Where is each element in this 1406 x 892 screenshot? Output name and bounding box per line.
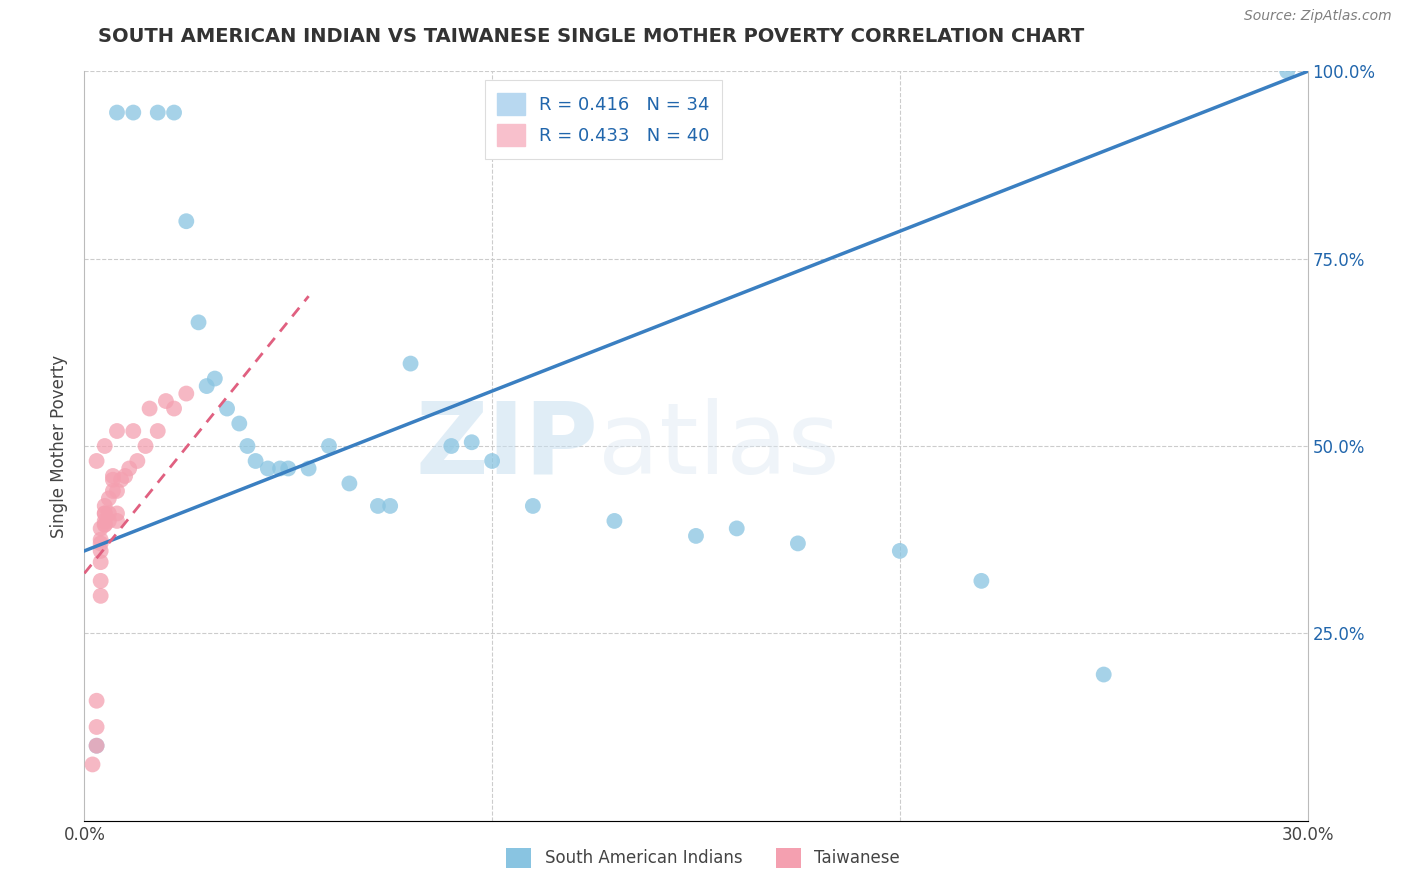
Point <box>367 499 389 513</box>
Point <box>787 536 810 550</box>
Point <box>187 315 209 329</box>
Point <box>86 454 108 468</box>
Point <box>105 424 128 438</box>
Point <box>90 589 112 603</box>
Point <box>725 521 748 535</box>
Point <box>970 574 993 588</box>
Point <box>114 469 136 483</box>
Legend: R = 0.416   N = 34, R = 0.433   N = 40: R = 0.416 N = 34, R = 0.433 N = 40 <box>485 80 723 159</box>
Point <box>195 379 218 393</box>
Point <box>90 533 112 547</box>
Point <box>174 214 197 228</box>
Point <box>339 476 361 491</box>
Point <box>97 491 120 506</box>
Text: atlas: atlas <box>598 398 839 494</box>
Point <box>86 739 108 753</box>
Point <box>685 529 707 543</box>
Point <box>90 544 112 558</box>
Point <box>93 507 115 521</box>
Point <box>155 394 177 409</box>
Text: ZIP: ZIP <box>415 398 598 494</box>
Point <box>86 739 108 753</box>
Point <box>146 105 169 120</box>
Point <box>90 574 112 588</box>
Point <box>90 521 112 535</box>
Point <box>269 461 291 475</box>
Legend: South American Indians, Taiwanese: South American Indians, Taiwanese <box>499 841 907 875</box>
Point <box>318 439 340 453</box>
Point <box>90 536 112 550</box>
Point <box>481 454 503 468</box>
Point <box>82 757 104 772</box>
Point <box>522 499 544 513</box>
Point <box>122 105 145 120</box>
Point <box>127 454 149 468</box>
Point <box>93 507 115 521</box>
Point <box>135 439 157 453</box>
Point <box>105 483 128 498</box>
Point <box>380 499 402 513</box>
Point <box>228 417 250 431</box>
Point <box>97 514 120 528</box>
Point <box>93 499 115 513</box>
Point <box>257 461 280 475</box>
Point <box>93 517 115 532</box>
Point <box>90 555 112 569</box>
Point <box>163 105 186 120</box>
Point <box>146 424 169 438</box>
Point <box>118 461 141 475</box>
Point <box>461 435 484 450</box>
Point <box>86 720 108 734</box>
Point <box>101 483 124 498</box>
Point <box>236 439 259 453</box>
Point <box>603 514 626 528</box>
Point <box>1092 667 1115 681</box>
Point <box>298 461 321 475</box>
Point <box>122 424 145 438</box>
Point <box>105 105 128 120</box>
Point <box>93 517 115 532</box>
Point <box>245 454 267 468</box>
Point <box>105 507 128 521</box>
Point <box>86 694 108 708</box>
Point <box>889 544 911 558</box>
Text: Source: ZipAtlas.com: Source: ZipAtlas.com <box>1244 9 1392 23</box>
Point <box>101 469 124 483</box>
Point <box>138 401 160 416</box>
Point <box>97 507 120 521</box>
Point <box>217 401 239 416</box>
Point <box>440 439 463 453</box>
Point <box>1277 64 1299 78</box>
Point <box>93 514 115 528</box>
Point <box>110 473 132 487</box>
Point <box>277 461 299 475</box>
Text: SOUTH AMERICAN INDIAN VS TAIWANESE SINGLE MOTHER POVERTY CORRELATION CHART: SOUTH AMERICAN INDIAN VS TAIWANESE SINGL… <box>98 27 1084 45</box>
Point <box>105 514 128 528</box>
Point <box>93 439 115 453</box>
Point <box>174 386 197 401</box>
Point <box>101 473 124 487</box>
Point <box>399 357 422 371</box>
Point <box>204 371 226 385</box>
Y-axis label: Single Mother Poverty: Single Mother Poverty <box>51 354 69 538</box>
Point <box>163 401 186 416</box>
